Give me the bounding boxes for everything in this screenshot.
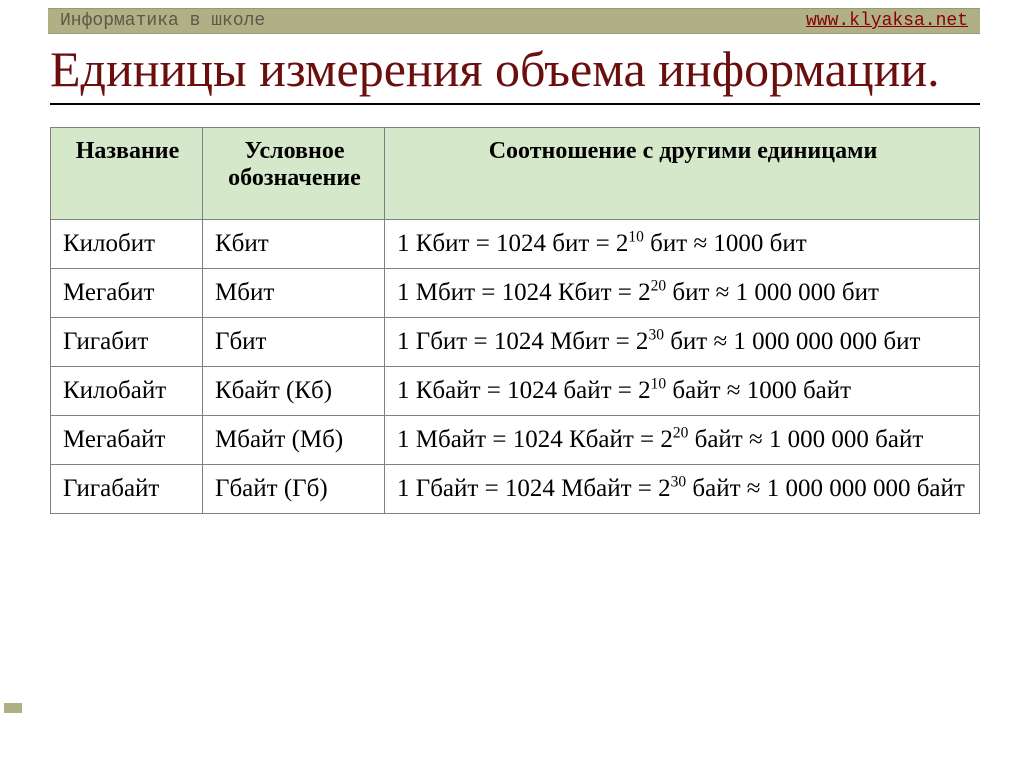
cell-name: Гигабайт [51, 465, 203, 514]
table-row: Гигабайт Гбайт (Гб) 1 Гбайт = 1024 Мбайт… [51, 465, 980, 514]
cell-symbol: Гбит [203, 318, 385, 367]
cell-symbol: Кбайт (Кб) [203, 367, 385, 416]
top-bar-link[interactable]: www.klyaksa.net [806, 11, 968, 31]
top-bar: Информатика в школе www.klyaksa.net [48, 8, 980, 34]
cell-name: Мегабит [51, 269, 203, 318]
table-row: Мегабит Мбит 1 Мбит = 1024 Кбит = 220 би… [51, 269, 980, 318]
cell-relation: 1 Мбит = 1024 Кбит = 220 бит ≈ 1 000 000… [385, 269, 980, 318]
cell-name: Гигабит [51, 318, 203, 367]
cell-symbol: Кбит [203, 220, 385, 269]
cell-name: Мегабайт [51, 416, 203, 465]
top-bar-left: Информатика в школе [60, 11, 265, 31]
cell-relation: 1 Гбит = 1024 Мбит = 230 бит ≈ 1 000 000… [385, 318, 980, 367]
table-row: Гигабит Гбит 1 Гбит = 1024 Мбит = 230 би… [51, 318, 980, 367]
col-header-name: Название [51, 128, 203, 220]
cell-relation: 1 Мбайт = 1024 Кбайт = 220 байт ≈ 1 000 … [385, 416, 980, 465]
title-underline [50, 103, 980, 105]
cell-relation: 1 Гбайт = 1024 Мбайт = 230 байт ≈ 1 000 … [385, 465, 980, 514]
cell-relation: 1 Кбит = 1024 бит = 210 бит ≈ 1000 бит [385, 220, 980, 269]
slide-content: Единицы измерения объема информации. Наз… [50, 42, 980, 514]
col-header-relation: Соотношение с другими единицами [385, 128, 980, 220]
table-row: Килобит Кбит 1 Кбит = 1024 бит = 210 бит… [51, 220, 980, 269]
cell-name: Килобит [51, 220, 203, 269]
col-header-symbol: Условное обозначение [203, 128, 385, 220]
table-row: Мегабайт Мбайт (Мб) 1 Мбайт = 1024 Кбайт… [51, 416, 980, 465]
table-body: Килобит Кбит 1 Кбит = 1024 бит = 210 бит… [51, 220, 980, 514]
cell-name: Килобайт [51, 367, 203, 416]
footer-decoration [0, 703, 42, 763]
table-row: Килобайт Кбайт (Кб) 1 Кбайт = 1024 байт … [51, 367, 980, 416]
table-header-row: Название Условное обозначение Соотношени… [51, 128, 980, 220]
cell-relation: 1 Кбайт = 1024 байт = 210 байт ≈ 1000 ба… [385, 367, 980, 416]
cell-symbol: Мбайт (Мб) [203, 416, 385, 465]
cell-symbol: Мбит [203, 269, 385, 318]
page-title: Единицы измерения объема информации. [50, 42, 980, 97]
units-table: Название Условное обозначение Соотношени… [50, 127, 980, 514]
cell-symbol: Гбайт (Гб) [203, 465, 385, 514]
